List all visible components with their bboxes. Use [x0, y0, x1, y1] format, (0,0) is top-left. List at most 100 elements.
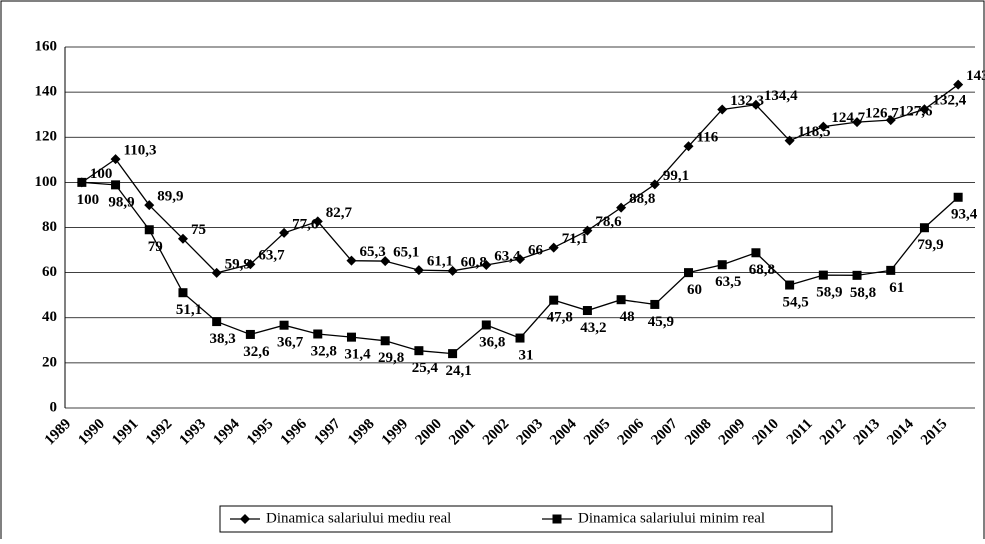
y-tick-label: 60	[42, 264, 57, 280]
marker	[447, 265, 458, 276]
data-label: 132,4	[932, 93, 966, 109]
marker	[346, 255, 357, 266]
data-label: 110,3	[124, 143, 157, 159]
data-label: 54,5	[783, 294, 809, 310]
marker	[818, 121, 829, 132]
data-label: 63,5	[715, 274, 741, 290]
marker	[313, 329, 323, 339]
marker	[245, 329, 255, 339]
marker	[684, 268, 694, 278]
data-label: 100	[90, 166, 113, 182]
data-label: 78,6	[595, 214, 622, 230]
data-label: 58,9	[816, 285, 842, 301]
marker	[852, 270, 862, 280]
marker	[380, 256, 391, 267]
data-label: 99,1	[663, 168, 689, 184]
data-label: 60	[687, 282, 702, 298]
data-label: 88,8	[629, 191, 655, 207]
data-label: 66	[528, 243, 544, 259]
marker	[211, 267, 222, 278]
y-tick-label: 140	[35, 84, 58, 100]
data-label: 58,8	[850, 285, 876, 301]
marker	[110, 154, 121, 165]
marker	[77, 177, 87, 187]
marker	[784, 135, 795, 146]
data-label: 36,8	[479, 334, 505, 350]
data-label: 59,9	[225, 256, 251, 272]
marker	[785, 280, 795, 290]
marker	[279, 227, 290, 238]
data-label: 98,9	[108, 194, 134, 210]
data-label: 24,1	[445, 363, 471, 379]
data-label: 134,4	[764, 88, 798, 104]
marker	[346, 332, 356, 342]
data-label: 93,4	[951, 207, 978, 223]
data-label: 65,3	[359, 244, 385, 260]
data-label: 89,9	[157, 189, 183, 205]
marker	[750, 99, 761, 110]
data-label: 31	[519, 347, 534, 363]
marker	[751, 248, 761, 258]
data-label: 127,6	[899, 104, 933, 120]
marker	[649, 179, 660, 190]
legend-box	[219, 505, 833, 533]
data-label: 38,3	[210, 331, 236, 347]
data-label: 51,1	[176, 302, 202, 318]
marker	[144, 200, 155, 211]
marker	[683, 141, 694, 152]
marker	[177, 233, 188, 244]
marker	[380, 336, 390, 346]
data-label: 45,9	[648, 314, 674, 330]
marker	[515, 254, 525, 265]
data-label: 63,7	[258, 248, 285, 264]
y-tick-label: 80	[42, 219, 57, 235]
data-label: 29,8	[378, 350, 404, 366]
marker	[885, 115, 896, 126]
data-label: 75	[191, 222, 206, 238]
data-label: 36,7	[277, 335, 304, 351]
marker	[616, 202, 627, 213]
y-tick-label: 120	[35, 129, 58, 145]
legend-label: Dinamica salariului mediu real	[266, 510, 451, 526]
data-label: 63,4	[494, 248, 521, 264]
marker	[582, 225, 593, 236]
y-tick-label: 0	[50, 399, 58, 415]
data-label: 47,8	[547, 310, 573, 326]
data-label: 79,9	[917, 237, 943, 253]
data-label: 143,3	[966, 68, 985, 84]
data-label: 65,1	[393, 245, 419, 261]
data-label: 68,8	[749, 262, 775, 278]
marker	[552, 514, 562, 524]
marker	[178, 288, 188, 298]
marker	[515, 333, 525, 343]
marker	[111, 180, 121, 190]
marker	[818, 270, 828, 280]
marker	[240, 514, 250, 524]
data-label: 61,1	[427, 254, 453, 270]
marker	[919, 223, 929, 233]
marker	[279, 320, 289, 330]
data-label: 100	[77, 192, 100, 208]
legend-label: Dinamica salariului minim real	[578, 510, 765, 526]
y-tick-label: 100	[35, 174, 58, 190]
data-label: 61	[889, 280, 904, 296]
marker	[919, 104, 930, 115]
data-label: 82,7	[326, 205, 353, 221]
marker	[212, 317, 222, 327]
marker	[414, 346, 424, 356]
marker	[886, 265, 896, 275]
marker	[413, 265, 424, 276]
data-label: 48	[620, 309, 635, 325]
y-tick-label: 160	[35, 38, 58, 54]
marker	[953, 79, 964, 90]
data-label: 32,8	[311, 343, 337, 359]
data-label: 31,4	[344, 347, 371, 363]
marker	[852, 117, 863, 128]
marker	[312, 216, 323, 227]
marker	[650, 299, 660, 309]
marker	[245, 259, 256, 270]
data-label: 79	[148, 239, 163, 255]
marker	[481, 320, 491, 330]
y-tick-label: 40	[42, 309, 57, 325]
